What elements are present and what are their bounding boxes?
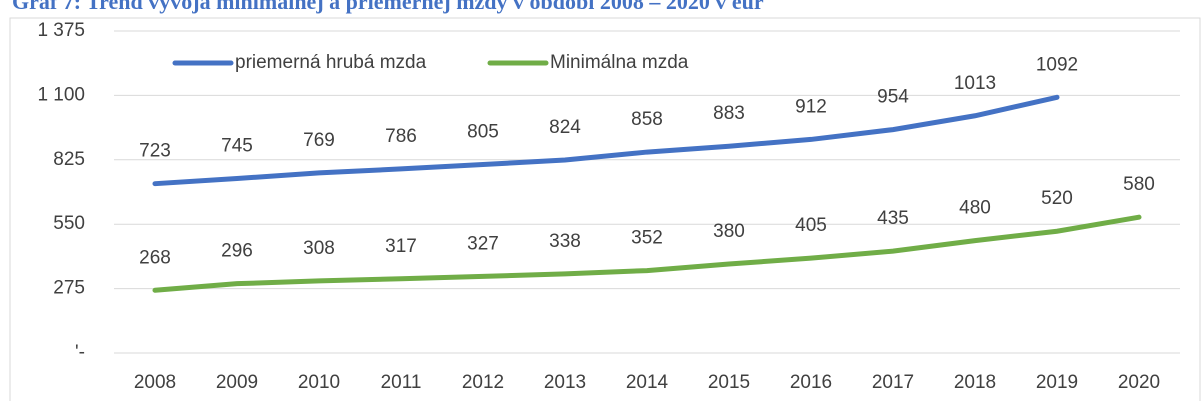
x-tick-label: 2020 <box>1118 372 1160 393</box>
data-label: 883 <box>713 103 745 124</box>
data-label: 308 <box>303 238 335 259</box>
y-tick-label: 1 100 <box>37 84 85 105</box>
data-label: 1013 <box>954 73 996 94</box>
y-tick-label: 1 375 <box>37 20 85 41</box>
data-label: 338 <box>549 231 581 252</box>
x-tick-label: 2013 <box>544 372 586 393</box>
data-label: 769 <box>303 130 335 151</box>
x-tick-label: 2014 <box>626 372 669 393</box>
x-tick-label: 2018 <box>954 372 996 393</box>
x-tick-label: 2015 <box>708 372 750 393</box>
data-label: 912 <box>795 96 827 117</box>
data-label: 1092 <box>1036 54 1078 75</box>
x-tick-label: 2009 <box>216 372 258 393</box>
data-label: 268 <box>139 247 171 268</box>
data-label: 858 <box>631 109 663 130</box>
data-label: 520 <box>1041 188 1073 209</box>
series-line <box>152 94 1060 187</box>
x-tick-label: 2016 <box>790 372 832 393</box>
chart-frame <box>9 17 1201 406</box>
x-tick-label: 2010 <box>298 372 340 393</box>
data-label: 954 <box>877 87 909 108</box>
data-label: 435 <box>877 208 909 229</box>
data-label: 327 <box>467 233 499 254</box>
data-label: 317 <box>385 236 417 257</box>
x-tick-label: 2019 <box>1036 372 1078 393</box>
x-tick-label: 2012 <box>462 372 504 393</box>
legend-label: priemerná hrubá mzda <box>235 52 427 73</box>
x-tick-label: 2017 <box>872 372 914 393</box>
data-label: 296 <box>221 241 253 262</box>
data-label: 805 <box>467 121 499 142</box>
x-tick-label: 2011 <box>381 372 422 393</box>
data-label: 745 <box>221 136 253 157</box>
data-label: 480 <box>959 198 991 219</box>
y-tick-label: 275 <box>53 278 85 299</box>
data-label: 786 <box>385 126 417 147</box>
x-tick-label: 2008 <box>134 372 176 393</box>
data-label: 723 <box>139 141 171 162</box>
data-label: 405 <box>795 215 827 236</box>
y-tick-label: 550 <box>53 213 85 234</box>
data-label: 352 <box>631 228 663 249</box>
legend-label: Minimálna mzda <box>550 52 689 73</box>
data-label: 824 <box>549 117 581 138</box>
y-tick-label: 825 <box>53 149 85 170</box>
data-label: 380 <box>713 221 745 242</box>
y-tick-label: '- <box>75 342 85 363</box>
chart-title: Graf 7: Trend vývoja minimálnej a prieme… <box>12 0 764 14</box>
data-label: 580 <box>1123 174 1155 195</box>
series-line <box>152 214 1142 293</box>
